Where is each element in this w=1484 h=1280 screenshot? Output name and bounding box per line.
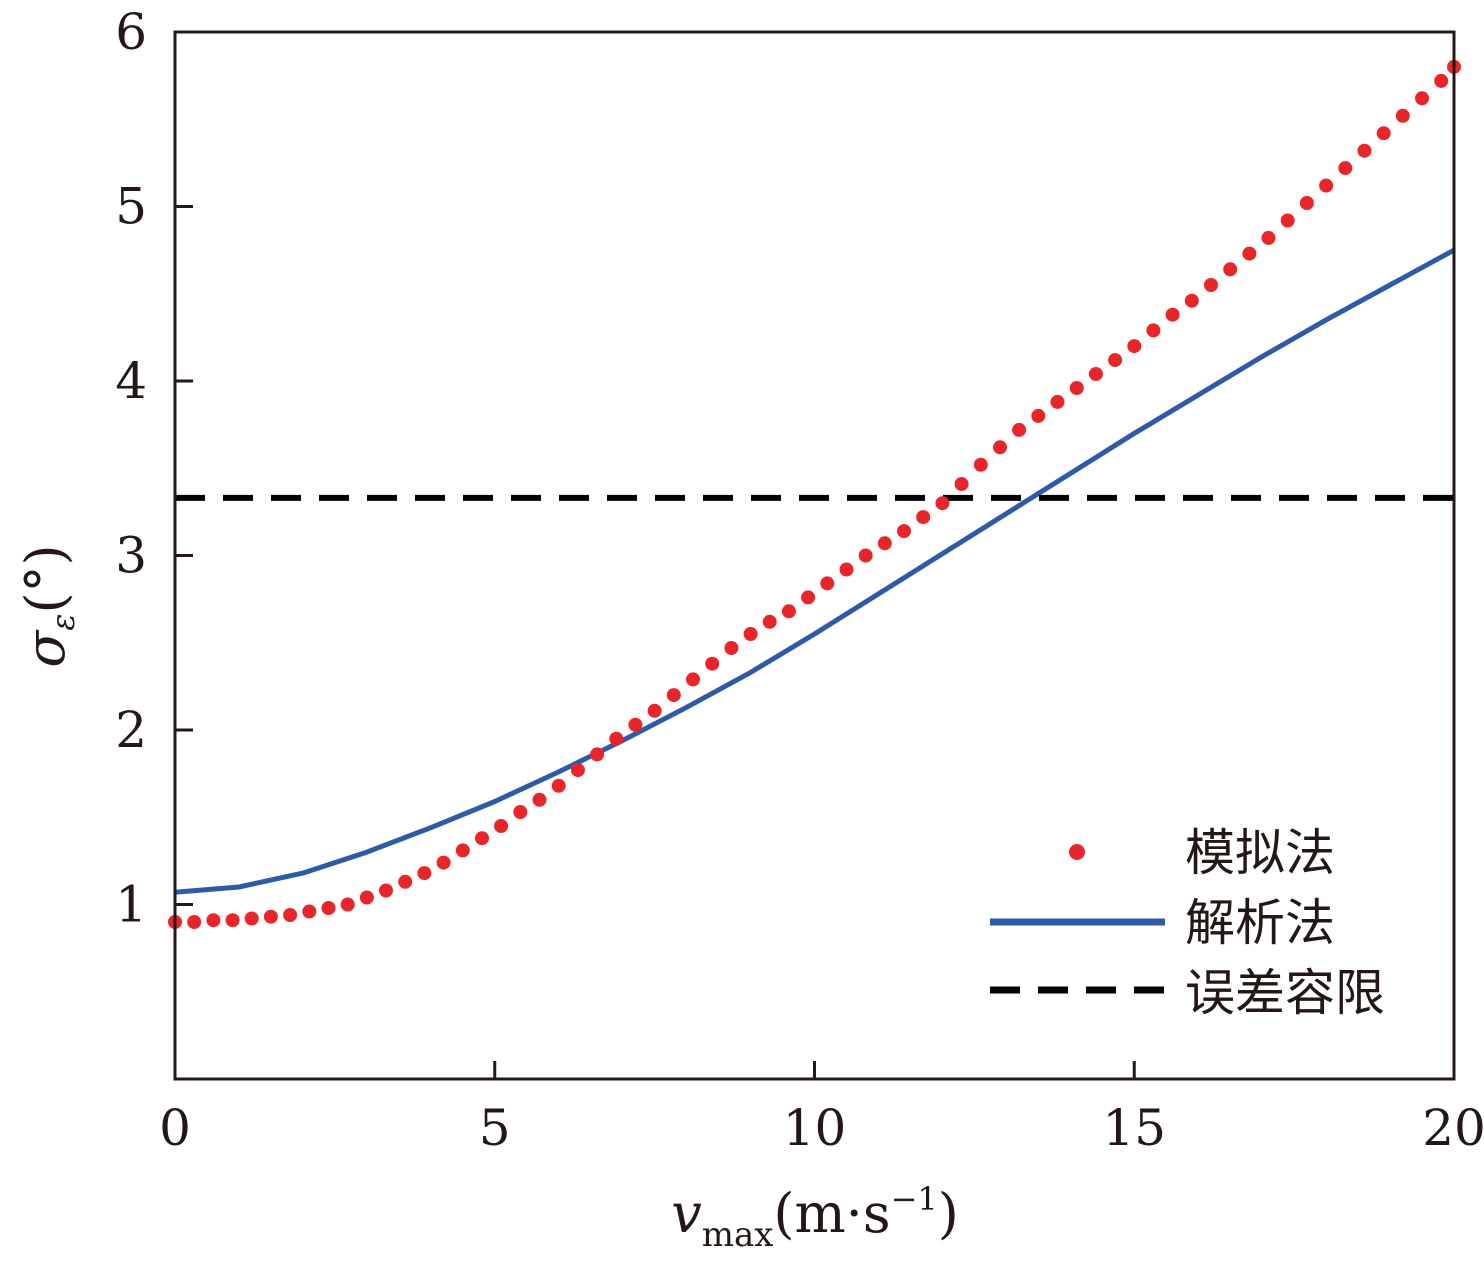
- y-axis-var: σ: [14, 629, 77, 668]
- data-point: [417, 866, 432, 881]
- x-axis-unit-s: s: [863, 1182, 891, 1245]
- data-point: [1261, 230, 1276, 245]
- data-point: [590, 747, 605, 762]
- data-point: [263, 909, 278, 924]
- x-tick-label: 0: [159, 1099, 191, 1157]
- data-point: [1146, 323, 1161, 338]
- y-axis-unit: (°): [14, 544, 77, 613]
- data-point: [1376, 126, 1391, 141]
- data-point: [954, 477, 969, 491]
- data-point: [1031, 408, 1046, 423]
- x-axis-unit-close: ): [938, 1182, 959, 1245]
- legend-marker-simulation: [1069, 844, 1085, 860]
- data-point: [455, 843, 470, 858]
- data-point: [781, 604, 796, 619]
- data-point: [359, 890, 374, 905]
- data-point: [1299, 196, 1314, 210]
- data-point: [877, 536, 892, 551]
- x-axis-unit-exp: −1: [891, 1180, 938, 1218]
- data-point: [513, 805, 528, 819]
- data-point: [820, 576, 835, 591]
- data-point: [225, 913, 240, 928]
- data-point: [340, 897, 355, 912]
- data-point: [283, 908, 298, 922]
- data-point: [839, 562, 854, 577]
- data-point: [570, 763, 585, 778]
- data-point: [1012, 422, 1027, 437]
- x-axis-var: v: [671, 1182, 702, 1245]
- legend-label-analytic: 解析法: [1185, 894, 1335, 952]
- data-point: [436, 855, 451, 870]
- legend: 模拟法 解析法 误差容限: [990, 824, 1385, 1022]
- data-point: [475, 831, 489, 846]
- y-tick-label: 5: [115, 178, 147, 236]
- data-point: [494, 819, 509, 833]
- data-point: [321, 901, 336, 915]
- y-tick-label: 6: [115, 3, 147, 61]
- data-point: [724, 641, 739, 655]
- data-point: [897, 524, 911, 539]
- x-axis-sub: max: [702, 1215, 774, 1255]
- data-point: [762, 614, 777, 629]
- data-point: [1204, 278, 1218, 292]
- data-point: [647, 703, 662, 718]
- x-axis-unit-dot: ·: [846, 1182, 863, 1245]
- data-point: [379, 883, 393, 898]
- data-point: [935, 496, 950, 511]
- x-axis-unit-open: (m: [773, 1182, 845, 1245]
- data-point: [1184, 293, 1199, 308]
- series-line-1: [174, 247, 1456, 895]
- data-point: [1069, 381, 1084, 395]
- axis-ticks: 0 5 10 15 20 1 2 3 4 5 6: [115, 3, 1484, 1157]
- y-axis-sub: ε: [44, 614, 82, 631]
- data-point: [858, 548, 873, 563]
- data-point: [398, 874, 413, 889]
- data-point: [1127, 339, 1142, 354]
- data-point: [993, 440, 1007, 455]
- data-point: [244, 911, 259, 926]
- plot-marks: [168, 59, 1461, 929]
- data-point: [1165, 307, 1180, 322]
- data-point: [302, 904, 317, 919]
- data-point: [1415, 91, 1429, 106]
- data-point: [532, 792, 547, 807]
- data-point: [973, 457, 988, 472]
- x-tick-label: 10: [783, 1099, 847, 1157]
- legend-label-simulation: 模拟法: [1185, 824, 1335, 882]
- y-tick-label: 1: [115, 876, 147, 934]
- data-point: [1088, 367, 1103, 381]
- y-axis-label: σε(°): [14, 544, 82, 667]
- data-point: [1319, 178, 1334, 193]
- data-point: [1108, 353, 1123, 368]
- y-tick-label: 4: [115, 352, 147, 410]
- data-point: [743, 627, 758, 641]
- data-point: [666, 688, 681, 703]
- data-point: [1357, 143, 1372, 158]
- legend-label-tolerance: 误差容限: [1185, 964, 1385, 1022]
- x-tick-label: 15: [1102, 1099, 1166, 1157]
- y-tick-label: 2: [115, 701, 147, 759]
- data-point: [1242, 246, 1257, 261]
- data-point: [686, 672, 700, 687]
- data-point: [187, 915, 202, 929]
- data-point: [551, 778, 566, 793]
- data-point: [1434, 73, 1449, 88]
- data-point: [1223, 262, 1238, 277]
- x-axis-label: vmax(m·s−1): [671, 1180, 959, 1255]
- data-point: [1280, 213, 1295, 228]
- x-tick-label: 5: [479, 1099, 511, 1157]
- data-point: [801, 590, 816, 605]
- data-point: [705, 656, 720, 671]
- data-point: [1338, 161, 1353, 176]
- data-point: [206, 913, 221, 928]
- data-point: [1050, 394, 1065, 409]
- data-point: [609, 731, 624, 746]
- data-point: [916, 510, 931, 525]
- y-tick-label: 3: [115, 527, 147, 585]
- data-point: [628, 717, 643, 732]
- x-tick-label: 20: [1422, 1099, 1484, 1157]
- data-point: [1395, 108, 1410, 123]
